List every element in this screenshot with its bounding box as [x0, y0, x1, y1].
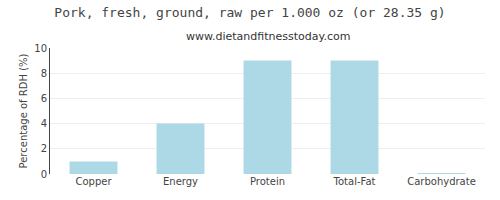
svg-text:8: 8	[41, 68, 47, 79]
svg-text:Carbohydrate: Carbohydrate	[407, 176, 476, 187]
svg-text:4: 4	[41, 118, 47, 129]
svg-text:0: 0	[41, 169, 47, 180]
svg-text:Energy: Energy	[163, 176, 198, 187]
svg-text:Protein: Protein	[250, 176, 285, 187]
svg-text:Copper: Copper	[75, 176, 112, 187]
svg-text:Pork, fresh, ground, raw per 1: Pork, fresh, ground, raw per 1.000 oz (o…	[54, 5, 445, 20]
svg-text:Total-Fat: Total-Fat	[333, 176, 376, 187]
svg-text:10: 10	[34, 43, 47, 54]
svg-text:6: 6	[41, 93, 47, 104]
svg-text:Percentage of RDH (%): Percentage of RDH (%)	[18, 53, 29, 168]
svg-text:www.dietandfitnesstoday.com: www.dietandfitnesstoday.com	[186, 30, 350, 43]
svg-text:2: 2	[41, 143, 47, 154]
